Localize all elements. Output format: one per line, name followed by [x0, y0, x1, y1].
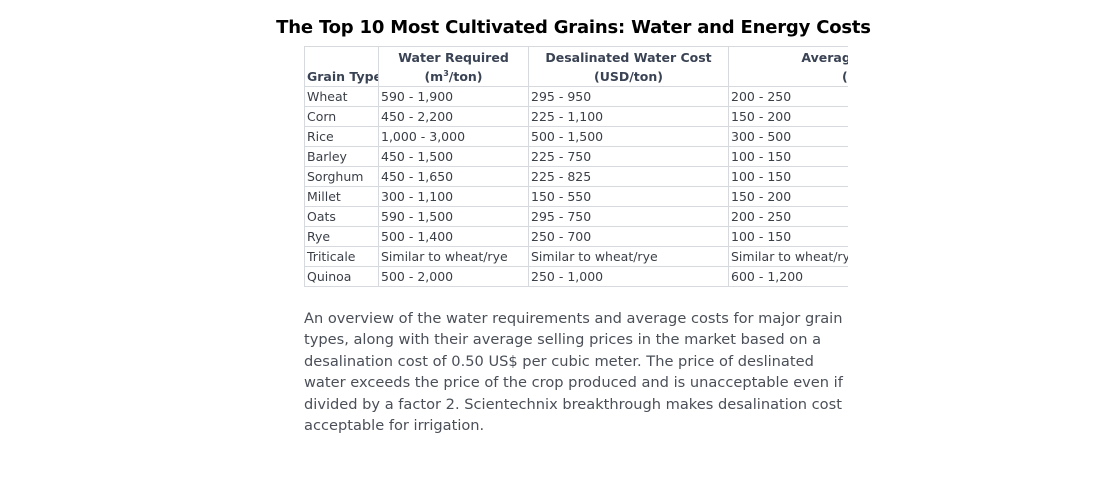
cell-selling-price: 600 - 1,200	[728, 266, 848, 287]
page-title: The Top 10 Most Cultivated Grains: Water…	[276, 17, 871, 39]
cell-grain-type: Oats	[304, 206, 379, 227]
cell-water-required: 450 - 1,650	[378, 166, 529, 187]
table-body: Wheat 590 - 1,900 295 - 950 200 - 250 Corn 45…	[304, 86, 848, 287]
header-water-required: Water Required (m3/ton)	[378, 46, 529, 87]
cell-water-required: 590 - 1,500	[378, 206, 529, 227]
table-header-row: Grain Type Water Required (m3/ton) Desal…	[304, 46, 848, 87]
cell-selling-price: 100 - 150	[728, 146, 848, 167]
table-row: Corn 450 - 2,200 225 - 1,100 150 - 200	[304, 106, 848, 127]
cell-water-required: 500 - 1,400	[378, 226, 529, 247]
cell-desalinated-cost: 150 - 550	[528, 186, 729, 207]
header-selling-price-label: Average Selling Price	[801, 50, 848, 65]
cell-desalinated-cost: 295 - 750	[528, 206, 729, 227]
cell-selling-price: 100 - 150	[728, 226, 848, 247]
table-row: Quinoa 500 - 2,000 250 - 1,000 600 - 1,200	[304, 266, 848, 287]
header-grain-type: Grain Type	[304, 46, 379, 87]
header-water-required-label: Water Required	[398, 50, 509, 65]
cell-grain-type: Rice	[304, 126, 379, 147]
header-grain-type-label: Grain Type	[307, 69, 379, 84]
cell-desalinated-cost: 250 - 700	[528, 226, 729, 247]
cell-water-required: 300 - 1,100	[378, 186, 529, 207]
header-desalinated-cost: Desalinated Water Cost (USD/ton)	[528, 46, 729, 87]
cell-selling-price: 200 - 250	[728, 206, 848, 227]
table-row: Millet 300 - 1,100 150 - 550 150 - 200	[304, 186, 848, 207]
cell-water-required: 590 - 1,900	[378, 86, 529, 107]
cell-grain-type: Barley	[304, 146, 379, 167]
cell-selling-price: 150 - 200	[728, 186, 848, 207]
header-desalinated-cost-unit: (USD/ton)	[594, 69, 663, 84]
table-row: Rice 1,000 - 3,000 500 - 1,500 300 - 500	[304, 126, 848, 147]
cell-desalinated-cost: 250 - 1,000	[528, 266, 729, 287]
cell-grain-type: Quinoa	[304, 266, 379, 287]
cell-selling-price: 100 - 150	[728, 166, 848, 187]
header-selling-price-unit: (USD/ton)	[842, 69, 848, 84]
cell-desalinated-cost: 295 - 950	[528, 86, 729, 107]
table-row: Rye 500 - 1,400 250 - 700 100 - 150	[304, 226, 848, 247]
cell-selling-price: 150 - 200	[728, 106, 848, 127]
cell-desalinated-cost: 225 - 1,100	[528, 106, 729, 127]
cell-selling-price: Similar to wheat/rye	[728, 246, 848, 267]
cell-selling-price: 300 - 500	[728, 126, 848, 147]
cell-desalinated-cost: 500 - 1,500	[528, 126, 729, 147]
table-row: Oats 590 - 1,500 295 - 750 200 - 250	[304, 206, 848, 227]
grain-cost-table: Grain Type Water Required (m3/ton) Desal…	[304, 46, 848, 287]
table-row: Sorghum 450 - 1,650 225 - 825 100 - 150	[304, 166, 848, 187]
cell-grain-type: Rye	[304, 226, 379, 247]
header-selling-price: Average Selling Price (USD/ton)	[728, 46, 848, 87]
cell-grain-type: Corn	[304, 106, 379, 127]
table-row: Triticale Similar to wheat/rye Similar to …	[304, 246, 848, 267]
cell-desalinated-cost: 225 - 825	[528, 166, 729, 187]
cell-grain-type: Millet	[304, 186, 379, 207]
cell-water-required: 1,000 - 3,000	[378, 126, 529, 147]
cell-grain-type: Sorghum	[304, 166, 379, 187]
header-water-required-unit: (m3/ton)	[424, 68, 483, 84]
cell-water-required: 500 - 2,000	[378, 266, 529, 287]
cell-water-required: Similar to wheat/rye	[378, 246, 529, 267]
cell-water-required: 450 - 2,200	[378, 106, 529, 127]
cell-desalinated-cost: 225 - 750	[528, 146, 729, 167]
cell-desalinated-cost: Similar to wheat/rye	[528, 246, 729, 267]
cell-water-required: 450 - 1,500	[378, 146, 529, 167]
table-row: Wheat 590 - 1,900 295 - 950 200 - 250	[304, 86, 848, 107]
cell-grain-type: Triticale	[304, 246, 379, 267]
table-row: Barley 450 - 1,500 225 - 750 100 - 150	[304, 146, 848, 167]
cell-grain-type: Wheat	[304, 86, 379, 107]
cell-selling-price: 200 - 250	[728, 86, 848, 107]
description-paragraph: An overview of the water requirements an…	[304, 310, 843, 435]
table-container: Grain Type Water Required (m3/ton) Desal…	[304, 46, 848, 288]
header-desalinated-cost-label: Desalinated Water Cost	[545, 50, 712, 65]
